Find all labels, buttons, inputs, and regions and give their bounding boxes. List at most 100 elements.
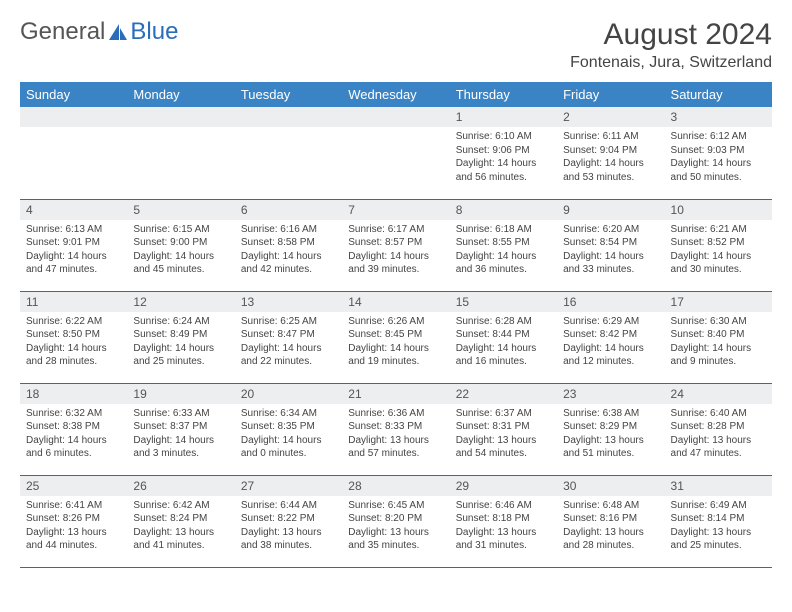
daylight-text: Daylight: 14 hours and 33 minutes. — [563, 250, 658, 277]
sunset-text: Sunset: 9:06 PM — [456, 144, 551, 158]
sunrise-text: Sunrise: 6:20 AM — [563, 223, 658, 237]
sunrise-text: Sunrise: 6:44 AM — [241, 499, 336, 513]
day-number: 7 — [342, 200, 449, 220]
day-header: Sunday — [20, 82, 127, 107]
day-number: 21 — [342, 384, 449, 404]
day-number: 28 — [342, 476, 449, 496]
daylight-text: Daylight: 14 hours and 25 minutes. — [133, 342, 228, 369]
day-details — [127, 127, 234, 134]
day-details: Sunrise: 6:46 AMSunset: 8:18 PMDaylight:… — [450, 496, 557, 557]
sunrise-text: Sunrise: 6:29 AM — [563, 315, 658, 329]
calendar-day-cell: 5Sunrise: 6:15 AMSunset: 9:00 PMDaylight… — [127, 199, 234, 291]
sunrise-text: Sunrise: 6:26 AM — [348, 315, 443, 329]
calendar-day-cell — [235, 107, 342, 199]
sunset-text: Sunset: 8:40 PM — [671, 328, 766, 342]
daylight-text: Daylight: 14 hours and 36 minutes. — [456, 250, 551, 277]
sunset-text: Sunset: 8:47 PM — [241, 328, 336, 342]
sunset-text: Sunset: 8:18 PM — [456, 512, 551, 526]
daylight-text: Daylight: 13 hours and 44 minutes. — [26, 526, 121, 553]
day-details: Sunrise: 6:41 AMSunset: 8:26 PMDaylight:… — [20, 496, 127, 557]
calendar-body: 1Sunrise: 6:10 AMSunset: 9:06 PMDaylight… — [20, 107, 772, 567]
calendar-day-cell: 13Sunrise: 6:25 AMSunset: 8:47 PMDayligh… — [235, 291, 342, 383]
sunset-text: Sunset: 8:24 PM — [133, 512, 228, 526]
sunrise-text: Sunrise: 6:48 AM — [563, 499, 658, 513]
daylight-text: Daylight: 13 hours and 31 minutes. — [456, 526, 551, 553]
day-details: Sunrise: 6:18 AMSunset: 8:55 PMDaylight:… — [450, 220, 557, 281]
daylight-text: Daylight: 14 hours and 50 minutes. — [671, 157, 766, 184]
daylight-text: Daylight: 14 hours and 45 minutes. — [133, 250, 228, 277]
day-number: 12 — [127, 292, 234, 312]
brand-logo: General Blue — [20, 18, 178, 46]
day-number: 14 — [342, 292, 449, 312]
sunrise-text: Sunrise: 6:37 AM — [456, 407, 551, 421]
day-number: 19 — [127, 384, 234, 404]
sunset-text: Sunset: 8:38 PM — [26, 420, 121, 434]
calendar-day-cell: 17 Sunrise: 6:30 AMSunset: 8:40 PMDayligh… — [665, 291, 772, 383]
day-details: Sunrise: 6:26 AMSunset: 8:45 PMDaylight:… — [342, 312, 449, 373]
calendar-day-cell — [127, 107, 234, 199]
daylight-text: Daylight: 14 hours and 53 minutes. — [563, 157, 658, 184]
calendar-day-cell: 16Sunrise: 6:29 AMSunset: 8:42 PMDayligh… — [557, 291, 664, 383]
calendar-table: Sunday Monday Tuesday Wednesday Thursday… — [20, 82, 772, 568]
day-details: Sunrise: 6:33 AMSunset: 8:37 PMDaylight:… — [127, 404, 234, 465]
day-details: Sunrise: 6:38 AMSunset: 8:29 PMDaylight:… — [557, 404, 664, 465]
sunrise-text: Sunrise: 6:11 AM — [563, 130, 658, 144]
day-details: Sunrise: 6:44 AMSunset: 8:22 PMDaylight:… — [235, 496, 342, 557]
daylight-text: Daylight: 14 hours and 42 minutes. — [241, 250, 336, 277]
day-details: Sunrise: 6:45 AMSunset: 8:20 PMDaylight:… — [342, 496, 449, 557]
sunrise-text: Sunrise: 6:15 AM — [133, 223, 228, 237]
day-number: 9 — [557, 200, 664, 220]
sunset-text: Sunset: 8:14 PM — [671, 512, 766, 526]
brand-text-part2: Blue — [130, 18, 178, 46]
day-number — [235, 107, 342, 127]
day-number: 25 — [20, 476, 127, 496]
daylight-text: Daylight: 14 hours and 9 minutes. — [671, 342, 766, 369]
location-text: Fontenais, Jura, Switzerland — [570, 54, 772, 72]
day-header: Saturday — [665, 82, 772, 107]
sunset-text: Sunset: 9:04 PM — [563, 144, 658, 158]
day-number: 29 — [450, 476, 557, 496]
day-details: Sunrise: 6:36 AMSunset: 8:33 PMDaylight:… — [342, 404, 449, 465]
sunrise-text: Sunrise: 6:42 AM — [133, 499, 228, 513]
sunset-text: Sunset: 8:29 PM — [563, 420, 658, 434]
sunrise-text: Sunrise: 6:40 AM — [671, 407, 766, 421]
sunrise-text: Sunrise: 6:17 AM — [348, 223, 443, 237]
day-number: 8 — [450, 200, 557, 220]
calendar-day-cell: 24Sunrise: 6:40 AMSunset: 8:28 PMDayligh… — [665, 383, 772, 475]
calendar-day-cell: 25Sunrise: 6:41 AMSunset: 8:26 PMDayligh… — [20, 475, 127, 567]
day-header: Monday — [127, 82, 234, 107]
sunset-text: Sunset: 8:26 PM — [26, 512, 121, 526]
day-details: Sunrise: 6:24 AMSunset: 8:49 PMDaylight:… — [127, 312, 234, 373]
sunrise-text: Sunrise: 6:13 AM — [26, 223, 121, 237]
day-number — [342, 107, 449, 127]
day-details: Sunrise: 6:29 AMSunset: 8:42 PMDaylight:… — [557, 312, 664, 373]
daylight-text: Daylight: 14 hours and 3 minutes. — [133, 434, 228, 461]
day-details: Sunrise: 6:11 AMSunset: 9:04 PMDaylight:… — [557, 127, 664, 188]
calendar-day-cell: 10Sunrise: 6:21 AMSunset: 8:52 PMDayligh… — [665, 199, 772, 291]
sunrise-text: Sunrise: 6:21 AM — [671, 223, 766, 237]
page-header: General Blue August 2024 Fontenais, Jura… — [20, 18, 772, 72]
day-details: Sunrise: 6:32 AMSunset: 8:38 PMDaylight:… — [20, 404, 127, 465]
calendar-week-row: 18Sunrise: 6:32 AMSunset: 8:38 PMDayligh… — [20, 383, 772, 475]
day-details: Sunrise: 6:13 AMSunset: 9:01 PMDaylight:… — [20, 220, 127, 281]
day-number: 11 — [20, 292, 127, 312]
sunset-text: Sunset: 8:33 PM — [348, 420, 443, 434]
day-details: Sunrise: 6:25 AMSunset: 8:47 PMDaylight:… — [235, 312, 342, 373]
sunset-text: Sunset: 8:50 PM — [26, 328, 121, 342]
day-number: 22 — [450, 384, 557, 404]
sunset-text: Sunset: 8:20 PM — [348, 512, 443, 526]
day-number: 26 — [127, 476, 234, 496]
month-title: August 2024 — [570, 18, 772, 52]
daylight-text: Daylight: 14 hours and 22 minutes. — [241, 342, 336, 369]
sunrise-text: Sunrise: 6:30 AM — [671, 315, 766, 329]
sunrise-text: Sunrise: 6:46 AM — [456, 499, 551, 513]
day-details: Sunrise: 6:42 AMSunset: 8:24 PMDaylight:… — [127, 496, 234, 557]
day-number: 23 — [557, 384, 664, 404]
daylight-text: Daylight: 13 hours and 25 minutes. — [671, 526, 766, 553]
calendar-day-cell: 4Sunrise: 6:13 AMSunset: 9:01 PMDaylight… — [20, 199, 127, 291]
sunrise-text: Sunrise: 6:34 AM — [241, 407, 336, 421]
sunrise-text: Sunrise: 6:16 AM — [241, 223, 336, 237]
day-details: Sunrise: 6:16 AMSunset: 8:58 PMDaylight:… — [235, 220, 342, 281]
day-number: 17 — [665, 292, 772, 312]
daylight-text: Daylight: 13 hours and 57 minutes. — [348, 434, 443, 461]
